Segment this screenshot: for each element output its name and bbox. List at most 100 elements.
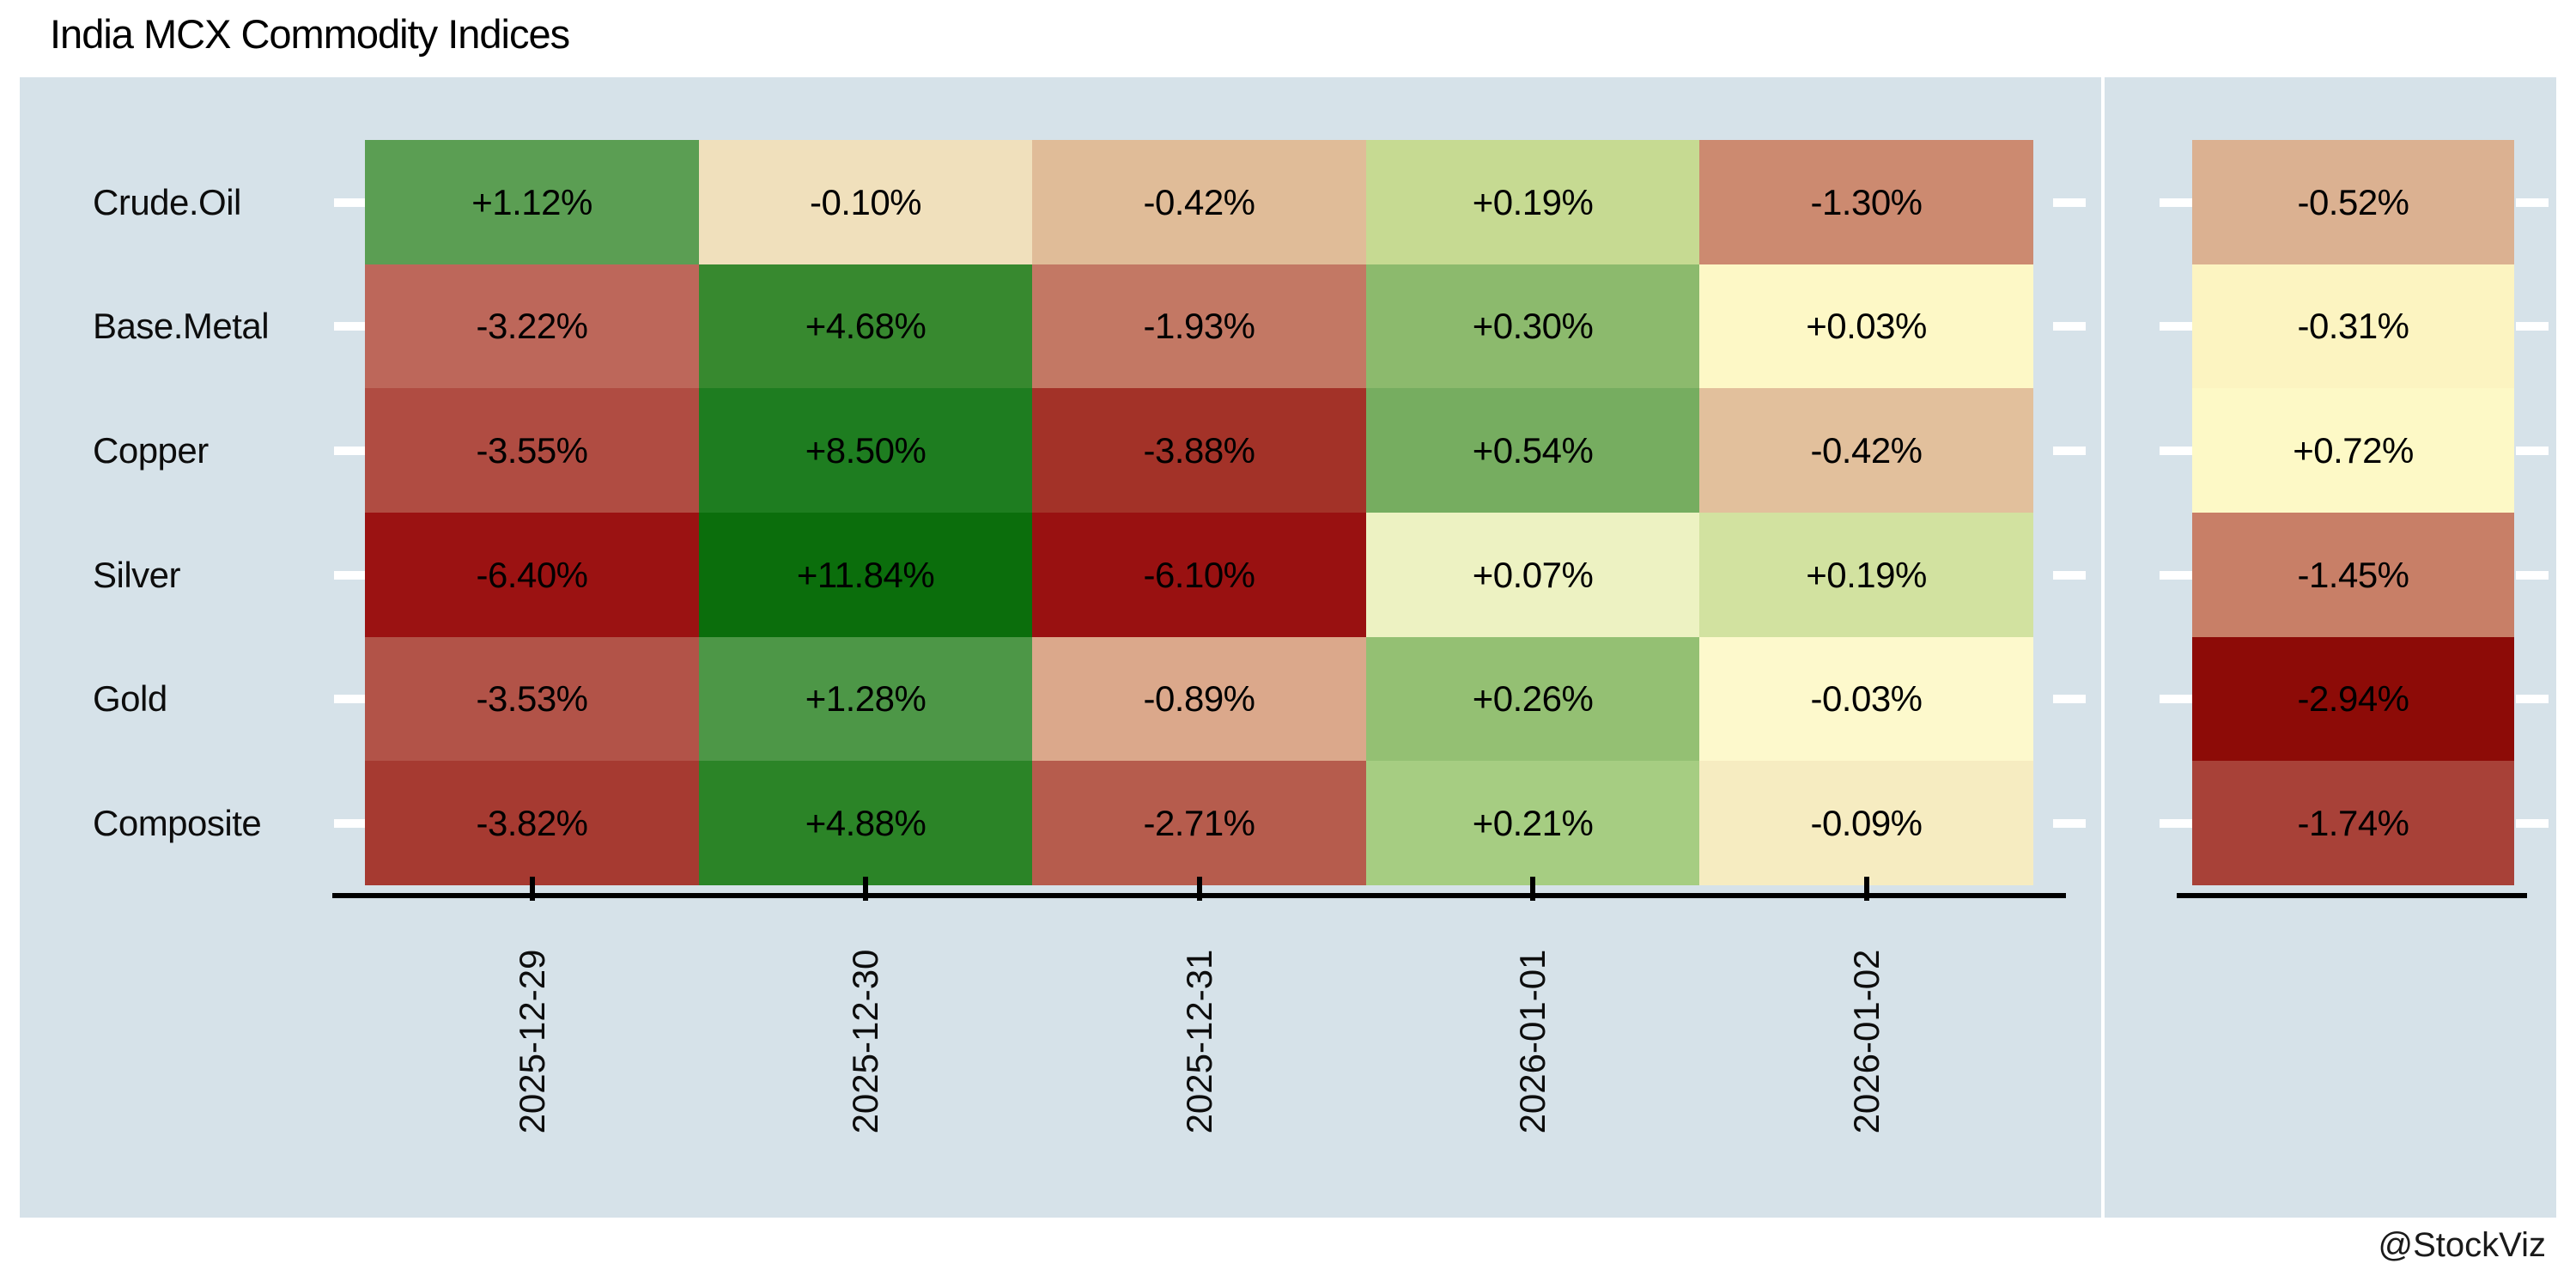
heatmap-cell: -2.71% bbox=[1032, 761, 1366, 885]
y-axis-tick-right bbox=[2053, 446, 2086, 455]
y-axis-tick-left bbox=[334, 446, 367, 455]
row-label: Copper bbox=[93, 429, 209, 471]
heatmap-cell: +4.68% bbox=[699, 264, 1032, 388]
summary-tick-left bbox=[2160, 570, 2192, 580]
y-axis-tick-right bbox=[2053, 695, 2086, 703]
heatmap-cell: -3.88% bbox=[1032, 388, 1366, 513]
cell-value: -3.55% bbox=[476, 429, 588, 471]
row-label: Composite bbox=[93, 802, 262, 843]
cell-value: -2.71% bbox=[1143, 802, 1255, 843]
x-axis-label: 2025-12-31 bbox=[1178, 949, 1219, 1134]
heatmap-cell: +0.54% bbox=[1366, 388, 1699, 513]
y-axis-tick-right bbox=[2053, 197, 2086, 207]
y-axis-tick-left bbox=[334, 322, 367, 331]
y-axis-tick-left bbox=[334, 570, 367, 580]
summary-tick-right bbox=[2516, 570, 2549, 580]
heatmap-cell: +8.50% bbox=[699, 388, 1032, 513]
x-axis-tick bbox=[1196, 877, 1202, 901]
row-label: Silver bbox=[93, 554, 181, 595]
summary-cell-value: -0.52% bbox=[2297, 181, 2409, 222]
cell-value: +0.03% bbox=[1806, 306, 1927, 346]
cell-value: +4.88% bbox=[805, 802, 927, 843]
x-axis-tick bbox=[1863, 877, 1869, 901]
summary-tick-left bbox=[2160, 197, 2192, 207]
cell-value: +0.54% bbox=[1472, 429, 1594, 471]
cell-value: +1.28% bbox=[805, 678, 927, 719]
heatmap-cell: +0.21% bbox=[1366, 761, 1699, 885]
summary-cell-value: +0.72% bbox=[2293, 429, 2414, 471]
x-axis-label: 2025-12-29 bbox=[511, 949, 552, 1134]
heatmap-cell: +1.12% bbox=[365, 140, 699, 264]
cell-value: -6.10% bbox=[1143, 554, 1255, 595]
summary-cell: -2.94% bbox=[2192, 637, 2514, 761]
cell-value: -0.10% bbox=[809, 181, 922, 222]
cell-value: -0.42% bbox=[1143, 181, 1255, 222]
cell-value: -3.88% bbox=[1143, 429, 1255, 471]
summary-tick-right bbox=[2516, 322, 2549, 331]
summary-cell: -1.74% bbox=[2192, 761, 2514, 885]
cell-value: -3.82% bbox=[476, 802, 588, 843]
summary-tick-right bbox=[2516, 818, 2549, 828]
cell-value: -1.93% bbox=[1143, 306, 1255, 346]
summary-cell: +0.72% bbox=[2192, 388, 2514, 513]
cell-value: -0.09% bbox=[1810, 802, 1923, 843]
x-axis-tick bbox=[863, 877, 868, 901]
cell-value: -1.30% bbox=[1810, 181, 1923, 222]
cell-value: +11.84% bbox=[796, 554, 935, 595]
summary-cell: -0.52% bbox=[2192, 140, 2514, 264]
summary-tick-right bbox=[2516, 197, 2549, 207]
heatmap-cell: -3.55% bbox=[365, 388, 699, 513]
x-axis-label: 2026-01-01 bbox=[1512, 949, 1552, 1134]
summary-cell: -1.45% bbox=[2192, 513, 2514, 637]
cell-value: +1.12% bbox=[471, 181, 592, 222]
cell-value: -0.03% bbox=[1810, 678, 1923, 719]
cell-value: -0.42% bbox=[1810, 429, 1923, 471]
summary-tick-right bbox=[2516, 446, 2549, 455]
heatmap-cell: -6.10% bbox=[1032, 513, 1366, 637]
heatmap-cell: -0.42% bbox=[1699, 388, 2033, 513]
row-label: Crude.Oil bbox=[93, 181, 241, 222]
heatmap-cell: -0.42% bbox=[1032, 140, 1366, 264]
cell-value: +0.19% bbox=[1806, 554, 1927, 595]
cell-value: +0.30% bbox=[1472, 306, 1594, 346]
y-axis-tick-left bbox=[334, 197, 367, 207]
chart-title: India MCX Commodity Indices bbox=[50, 11, 570, 57]
heatmap-cell: +0.19% bbox=[1366, 140, 1699, 264]
heatmap-cell: +4.88% bbox=[699, 761, 1032, 885]
summary-panel: -0.52% -0.31% +0.72% -1.45% -2.94% -1.74% bbox=[2105, 77, 2556, 1218]
summary-tick-right bbox=[2516, 695, 2549, 703]
heatmap-cell: +0.03% bbox=[1699, 264, 2033, 388]
heatmap-cell: -0.03% bbox=[1699, 637, 2033, 761]
summary-cell: -0.31% bbox=[2192, 264, 2514, 388]
y-axis-tick-right bbox=[2053, 570, 2086, 580]
attribution: @StockViz bbox=[2378, 1226, 2547, 1264]
cell-value: +0.26% bbox=[1472, 678, 1594, 719]
cell-value: -3.53% bbox=[476, 678, 588, 719]
row-label: Base.Metal bbox=[93, 306, 270, 346]
heatmap-cell: +0.19% bbox=[1699, 513, 2033, 637]
summary-cell-value: -1.74% bbox=[2297, 802, 2409, 843]
cell-value: +0.19% bbox=[1472, 181, 1594, 222]
heatmap-cell: -3.22% bbox=[365, 264, 699, 388]
heatmap-cell: -0.89% bbox=[1032, 637, 1366, 761]
summary-axis-line bbox=[2177, 893, 2527, 898]
heatmap-cell: +0.26% bbox=[1366, 637, 1699, 761]
heatmap-cell: -3.82% bbox=[365, 761, 699, 885]
heatmap-cell: +0.07% bbox=[1366, 513, 1699, 637]
heatmap-cell: -1.30% bbox=[1699, 140, 2033, 264]
summary-cell-value: -1.45% bbox=[2297, 554, 2409, 595]
heatmap-cell: -0.09% bbox=[1699, 761, 2033, 885]
cell-value: +8.50% bbox=[805, 429, 927, 471]
y-axis-tick-left bbox=[334, 818, 367, 828]
y-axis-tick-right bbox=[2053, 322, 2086, 331]
cell-value: +4.68% bbox=[805, 306, 927, 346]
summary-tick-left bbox=[2160, 818, 2192, 828]
y-axis-tick-right bbox=[2053, 818, 2086, 828]
main-panel: Crude.Oil +1.12% -0.10% -0.42% +0.19% -1.30% B… bbox=[20, 77, 2101, 1218]
cell-value: +0.07% bbox=[1472, 554, 1594, 595]
cell-value: +0.21% bbox=[1472, 802, 1594, 843]
row-label: Gold bbox=[93, 678, 167, 719]
y-axis-tick-left bbox=[334, 695, 367, 703]
heatmap-cell: -6.40% bbox=[365, 513, 699, 637]
x-axis-tick bbox=[1530, 877, 1535, 901]
